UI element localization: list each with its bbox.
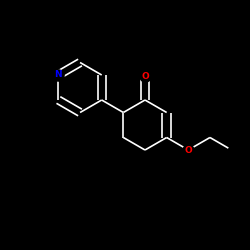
Text: O: O <box>184 146 192 154</box>
Text: N: N <box>54 70 62 80</box>
Text: O: O <box>141 72 149 81</box>
